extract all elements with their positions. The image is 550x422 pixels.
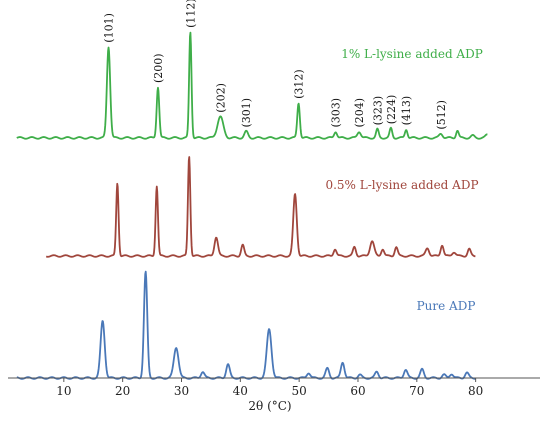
- peak-label: (224): [385, 95, 398, 125]
- x-tick-label: 20: [115, 384, 130, 398]
- series-line-1-l-lysine-added-adp: [16, 31, 488, 140]
- peak-label: (312): [293, 69, 306, 99]
- peak-label: (200): [152, 53, 165, 83]
- series-line-0-5-l-lysine-added-adp: [45, 156, 476, 258]
- peak-label: (204): [353, 98, 366, 128]
- x-tick-label: 10: [56, 384, 71, 398]
- peak-label: (512): [435, 100, 448, 130]
- series-layer: [16, 31, 488, 380]
- x-tick-layer: 10 20 30 40 50 60 70 80: [56, 378, 483, 398]
- series-name-layer: 1% L-lysine added ADP 0.5% L-lysine added…: [325, 47, 482, 313]
- x-tick-label: 40: [233, 384, 248, 398]
- peak-label: (301): [240, 98, 253, 128]
- x-tick-label: 60: [350, 384, 365, 398]
- peak-label: (413): [400, 96, 413, 126]
- peak-label-layer: (101) (200) (112) (202) (301) (312) (303) (204)…: [103, 0, 448, 130]
- series-name-pure-adp: Pure ADP: [417, 299, 476, 313]
- peak-label: (112): [184, 0, 197, 28]
- peak-label: (101): [103, 13, 116, 43]
- x-tick-label: 80: [468, 384, 483, 398]
- series-name-0-5-l-lysine-added-adp: 0.5% L-lysine added ADP: [325, 178, 478, 192]
- series-name-1-l-lysine-added-adp: 1% L-lysine added ADP: [341, 47, 483, 61]
- x-tick-label: 30: [174, 384, 189, 398]
- x-tick-label: 50: [292, 384, 307, 398]
- series-line-pure-adp: [16, 270, 477, 380]
- peak-label: (303): [330, 98, 343, 128]
- x-axis-title: 2θ (°C): [248, 399, 291, 413]
- peak-label: (323): [371, 96, 384, 126]
- x-tick-label: 70: [409, 384, 424, 398]
- peak-label: (202): [214, 83, 227, 113]
